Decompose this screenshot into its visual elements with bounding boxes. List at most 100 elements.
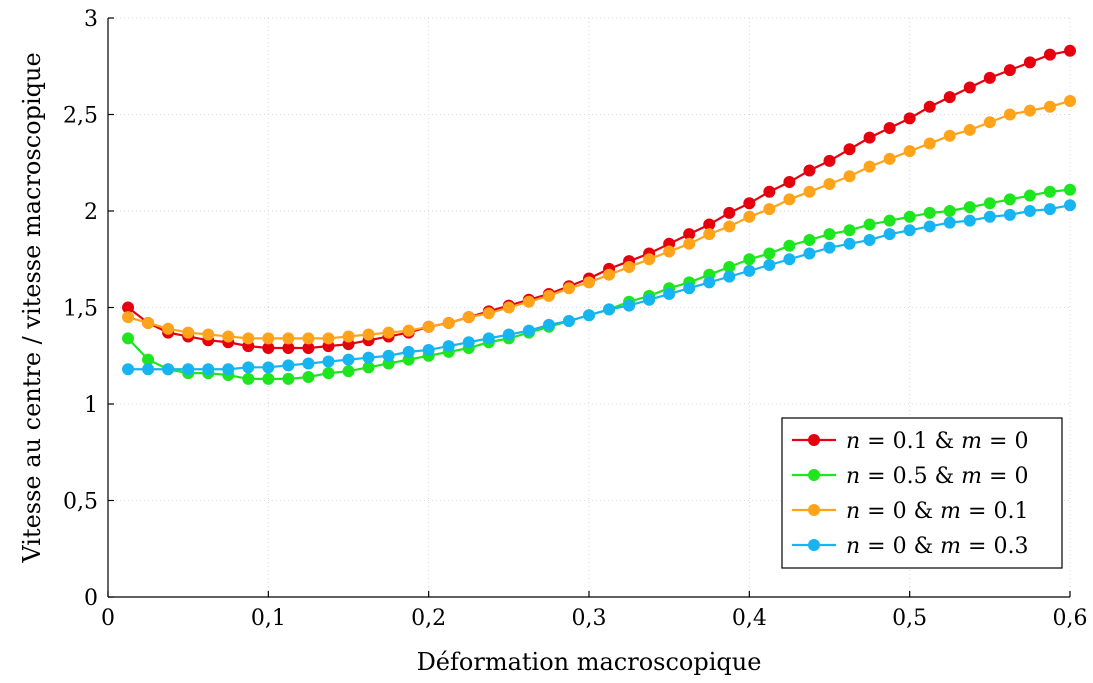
data-point	[823, 154, 836, 167]
tick-labels: 0 0,1 0,2 0,3 0,4 0,5 0,6 0 0,5 1 1,5 2 2,5 3	[63, 7, 1088, 631]
series-line-0	[127, 49, 1071, 350]
data-point	[482, 307, 495, 320]
y-tick-label-3: 1,5	[63, 297, 98, 322]
data-point	[843, 143, 856, 156]
data-point	[863, 233, 876, 246]
data-point	[823, 228, 836, 241]
data-point	[282, 342, 295, 355]
data-point	[723, 270, 736, 283]
data-point	[1064, 44, 1076, 57]
data-point	[783, 253, 796, 266]
legend-swatch-marker	[808, 539, 820, 551]
data-point	[923, 206, 936, 219]
legend-label: n = 0 & m = 0.1	[846, 499, 1028, 524]
data-point	[202, 363, 215, 376]
data-point	[342, 365, 355, 378]
data-point	[903, 112, 916, 125]
x-tick-label-5: 0,5	[892, 606, 927, 631]
data-point	[803, 185, 816, 198]
data-point	[883, 152, 896, 165]
y-tick-label-4: 2	[84, 200, 98, 225]
data-point	[542, 289, 555, 302]
data-point	[903, 224, 916, 237]
data-point	[1064, 199, 1076, 212]
data-point	[683, 237, 696, 250]
data-point	[903, 210, 916, 223]
data-point	[843, 170, 856, 183]
legend-label: n = 0.1 & m = 0	[846, 429, 1028, 454]
data-point	[502, 328, 515, 341]
data-point	[923, 100, 936, 113]
data-point	[262, 332, 275, 345]
data-point	[462, 336, 475, 349]
data-point	[1023, 189, 1036, 202]
data-point	[1003, 208, 1016, 221]
data-point	[583, 276, 595, 289]
data-point	[422, 343, 435, 356]
data-point	[643, 253, 656, 266]
data-point	[703, 218, 716, 231]
data-point	[963, 201, 976, 214]
series-group	[122, 44, 1076, 385]
data-point	[542, 318, 555, 331]
data-point	[763, 203, 776, 216]
x-axis-label: Déformation macroscopique	[417, 648, 762, 676]
data-point	[302, 342, 315, 355]
legend-box	[781, 417, 1063, 569]
data-point	[883, 228, 896, 241]
data-point	[703, 228, 716, 241]
data-point	[803, 233, 816, 246]
data-point	[783, 193, 796, 206]
data-point	[723, 206, 736, 219]
data-point	[683, 282, 696, 295]
legend-swatch-marker	[808, 434, 820, 446]
data-point	[763, 247, 776, 260]
data-point	[242, 361, 255, 374]
data-point	[923, 137, 936, 150]
grid	[107, 17, 1071, 598]
data-point	[1043, 185, 1056, 198]
data-point	[983, 71, 996, 84]
data-point	[402, 345, 415, 358]
data-point	[663, 245, 676, 258]
data-point	[342, 353, 355, 366]
data-point	[1003, 193, 1016, 206]
data-point	[262, 361, 275, 374]
data-point	[983, 116, 996, 129]
data-point	[182, 326, 195, 339]
data-point	[623, 260, 636, 273]
data-point	[522, 324, 535, 337]
data-point	[502, 301, 515, 314]
data-point	[302, 370, 315, 383]
data-point	[703, 276, 716, 289]
series-2	[122, 94, 1076, 345]
data-point	[723, 260, 736, 273]
data-point	[262, 342, 275, 355]
data-point	[923, 220, 936, 233]
legend: n = 0.1 & m = 0 n = 0.5 & m = 0 n = 0 & m …	[781, 417, 1063, 569]
data-point	[803, 164, 816, 177]
y-tick-label-6: 3	[84, 7, 98, 32]
data-point	[222, 330, 235, 343]
x-tick-label-4: 0,4	[732, 606, 767, 631]
data-point	[202, 328, 215, 341]
data-point	[903, 145, 916, 158]
y-tick-label-0: 0	[84, 586, 98, 611]
x-tick-label-2: 0,2	[411, 606, 446, 631]
data-point	[583, 309, 595, 322]
data-point	[1043, 48, 1056, 61]
data-point	[663, 287, 676, 300]
legend-label: n = 0.5 & m = 0	[846, 464, 1028, 489]
data-point	[943, 91, 956, 104]
data-point	[683, 228, 696, 241]
data-point	[863, 218, 876, 231]
data-point	[623, 299, 636, 312]
data-point	[462, 311, 475, 324]
x-tick-label-1: 0,1	[251, 606, 286, 631]
data-point	[1043, 203, 1056, 216]
data-point	[843, 237, 856, 250]
data-point	[162, 363, 175, 376]
data-point	[1003, 64, 1016, 77]
